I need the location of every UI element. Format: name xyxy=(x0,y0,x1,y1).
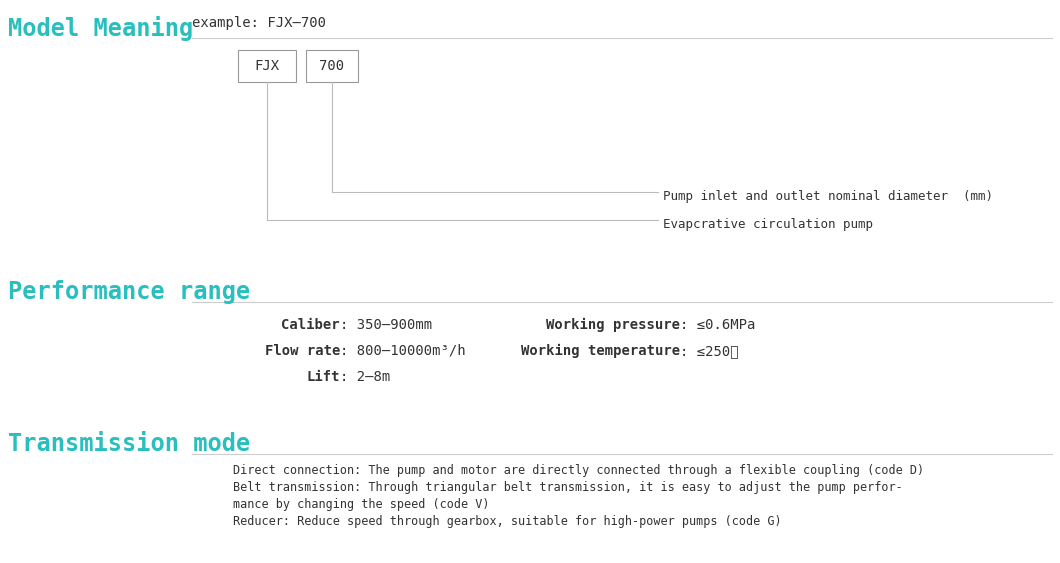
Text: Flow rate: Flow rate xyxy=(265,344,340,358)
Text: Caliber: Caliber xyxy=(281,318,340,332)
Text: Lift: Lift xyxy=(306,370,340,384)
Text: Performance range: Performance range xyxy=(8,280,250,304)
Bar xyxy=(238,50,296,82)
Text: Direct connection: The pump and motor are directly connected through a flexible : Direct connection: The pump and motor ar… xyxy=(233,464,924,477)
Text: : 350–900mm: : 350–900mm xyxy=(340,318,432,332)
Text: Working temperature: Working temperature xyxy=(520,344,681,358)
Text: 700: 700 xyxy=(319,59,344,73)
Text: Working pressure: Working pressure xyxy=(546,318,681,332)
Text: example: FJX—700: example: FJX—700 xyxy=(192,16,326,30)
Text: : ≤0.6MPa: : ≤0.6MPa xyxy=(681,318,756,332)
Text: : 800–10000m³/h: : 800–10000m³/h xyxy=(340,344,465,358)
Text: : ≤250℃: : ≤250℃ xyxy=(681,344,739,358)
Bar xyxy=(306,50,358,82)
Text: Pump inlet and outlet nominal diameter  (mm): Pump inlet and outlet nominal diameter (… xyxy=(662,190,993,203)
Text: mance by changing the speed (code V): mance by changing the speed (code V) xyxy=(233,498,490,511)
Text: : 2–8m: : 2–8m xyxy=(340,370,390,384)
Text: Evapcrative circulation pump: Evapcrative circulation pump xyxy=(662,218,873,231)
Text: Model Meaning: Model Meaning xyxy=(8,16,193,41)
Text: Transmission mode: Transmission mode xyxy=(8,432,250,456)
Text: Belt transmission: Through triangular belt transmission, it is easy to adjust th: Belt transmission: Through triangular be… xyxy=(233,481,903,494)
Text: Reducer: Reduce speed through gearbox, suitable for high-power pumps (code G): Reducer: Reduce speed through gearbox, s… xyxy=(233,515,781,528)
Text: FJX: FJX xyxy=(254,59,280,73)
